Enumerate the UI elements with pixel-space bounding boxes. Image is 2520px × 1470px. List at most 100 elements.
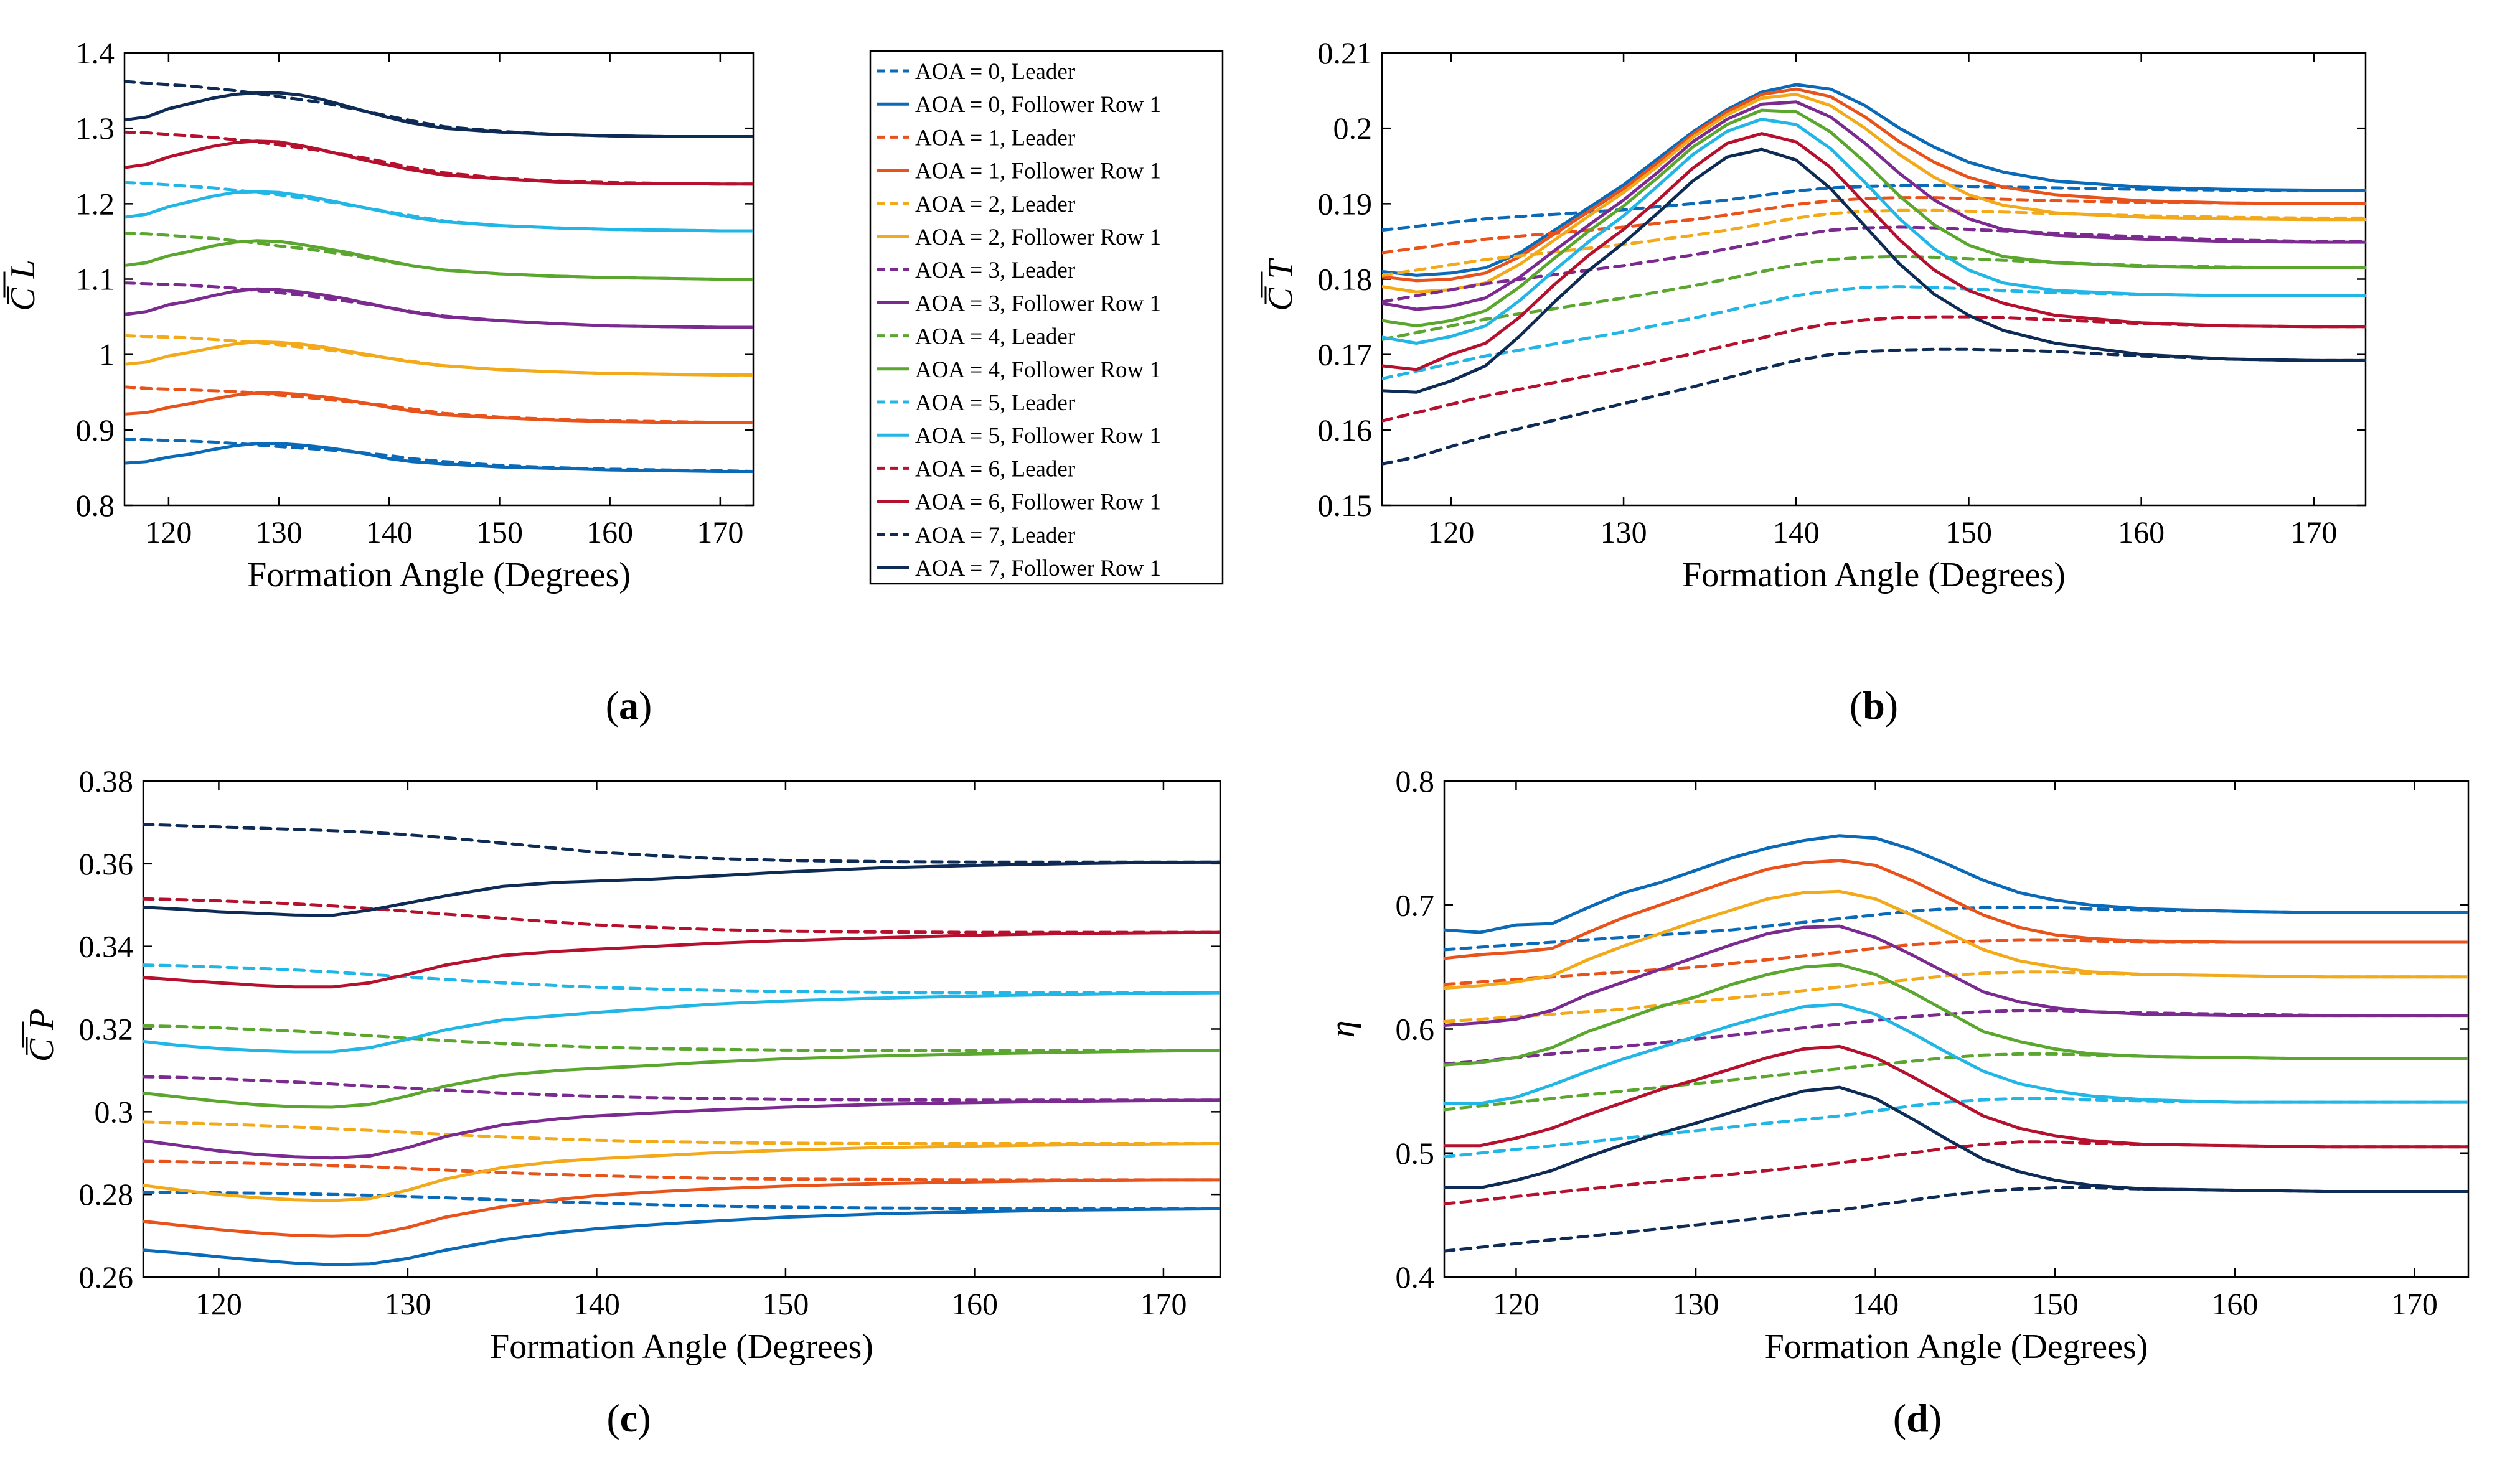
series-line-b-0: [1382, 184, 2366, 232]
x-tick-label: 130: [1673, 1286, 1719, 1321]
x-tick-label: 160: [951, 1286, 998, 1321]
y-axis-label-text: C̅ P: [22, 1009, 61, 1062]
series-group: [1444, 834, 2468, 1253]
x-tick-label: 130: [1601, 515, 1647, 550]
series-line-c-4: [143, 1120, 1220, 1145]
x-axis-label: Formation Angle (Degrees): [1765, 1327, 2148, 1366]
y-tick-label: 0.5: [1396, 1136, 1435, 1171]
series-line-d-11: [1444, 1003, 2468, 1105]
x-tick-label: 140: [1852, 1286, 1899, 1321]
series-group: [1382, 83, 2366, 466]
series-line-b-12: [1382, 315, 2366, 423]
x-tick-label: 120: [1427, 515, 1474, 550]
legend: AOA = 0, Leader AOA = 0, Follower Row 1 AO…: [869, 50, 1224, 585]
legend-item-label: AOA = 6, Follower Row 1: [915, 490, 1161, 515]
series-line-c-1: [143, 1207, 1220, 1266]
x-tick-label: 130: [256, 515, 303, 550]
series-line-d-1: [1444, 834, 2468, 934]
series-line-c-12: [143, 897, 1220, 934]
panel-a: 120 130 140 150 160 170 0.8 0.9 1 1.1 1.2 1.3 1.4 For…: [3, 35, 755, 728]
legend-item-label: AOA = 2, Leader: [915, 192, 1075, 217]
y-tick-label: 0.26: [79, 1260, 134, 1294]
series-line-d-8: [1444, 1052, 2468, 1112]
series-line-d-10: [1444, 1097, 2468, 1159]
x-tick-label: 140: [573, 1286, 620, 1321]
x-tick-label: 120: [145, 515, 192, 550]
series-line-a-3: [125, 391, 753, 424]
y-tick-label: 0.15: [1318, 488, 1373, 523]
x-tick-label: 160: [2118, 515, 2165, 550]
y-tick-label: 1.1: [76, 262, 115, 297]
series-line-a-1: [125, 442, 753, 473]
x-tick-label: 120: [195, 1286, 242, 1321]
legend-box: [869, 50, 1224, 585]
x-tick-label: 150: [2032, 1286, 2079, 1321]
legend-item-label: AOA = 1, Leader: [915, 125, 1075, 151]
panel-b: 120 130 140 150 160 170 0.15 0.16 0.17 0.18 0.19 0.…: [1261, 35, 2367, 728]
y-tick-label: 1.4: [76, 35, 115, 70]
panel-label: (d): [1893, 1396, 1942, 1440]
x-tick-label: 120: [1493, 1286, 1540, 1321]
panel-label: (b): [1850, 683, 1898, 728]
series-line-b-11: [1382, 118, 2366, 345]
series-line-c-2: [143, 1159, 1220, 1182]
series-line-d-15: [1444, 1085, 2468, 1193]
series-line-c-3: [143, 1178, 1220, 1238]
y-axis-label: η: [1323, 1021, 1362, 1038]
y-axis-label-text: C̅ T: [1261, 257, 1300, 311]
series-line-d-13: [1444, 1044, 2468, 1149]
panel-c: 120 130 140 150 160 170 0.26 0.28 0.3 0.32 0.34 0.3…: [22, 764, 1221, 1440]
series-line-c-7: [143, 1098, 1220, 1160]
y-tick-label: 0.19: [1318, 186, 1373, 221]
legend-item-label: AOA = 3, Follower Row 1: [915, 291, 1161, 316]
series-line-b-13: [1382, 132, 2366, 372]
legend-item-label: AOA = 5, Leader: [915, 390, 1075, 416]
x-tick-label: 140: [1773, 515, 1820, 550]
series-line-c-13: [143, 930, 1220, 989]
y-tick-label: 0.9: [76, 413, 115, 447]
series-line-c-11: [143, 991, 1220, 1054]
series-line-d-14: [1444, 1186, 2468, 1253]
legend-item-label: AOA = 7, Follower Row 1: [915, 556, 1161, 581]
series-line-c-10: [143, 963, 1220, 995]
y-tick-label: 1: [99, 337, 115, 372]
panel-label-letter: b: [1863, 683, 1885, 728]
x-axis-label: Formation Angle (Degrees): [247, 556, 631, 594]
series-line-d-3: [1444, 859, 2468, 960]
series-line-c-14: [143, 823, 1220, 864]
legend-item-label: AOA = 0, Follower Row 1: [915, 92, 1161, 118]
y-axis-label-text: η: [1323, 1021, 1362, 1038]
series-line-c-15: [143, 860, 1220, 917]
series-line-b-10: [1382, 285, 2366, 380]
y-tick-label: 0.16: [1318, 413, 1373, 447]
y-tick-label: 1.2: [76, 186, 115, 221]
series-line-a-9: [125, 239, 753, 281]
legend-item-label: AOA = 1, Follower Row 1: [915, 159, 1161, 184]
x-tick-label: 150: [476, 515, 523, 550]
x-tick-label: 140: [366, 515, 413, 550]
series-line-d-2: [1444, 938, 2468, 986]
x-tick-label: 170: [2391, 1286, 2438, 1321]
legend-item-label: AOA = 0, Leader: [915, 59, 1075, 85]
y-tick-label: 0.17: [1318, 337, 1373, 372]
y-axis-label: C̅ P: [22, 1009, 61, 1062]
x-axis-label: Formation Angle (Degrees): [1682, 556, 2066, 594]
series-line-b-5: [1382, 93, 2366, 294]
series-line-d-5: [1444, 889, 2468, 990]
y-tick-label: 0.18: [1318, 262, 1373, 297]
legend-item-label: AOA = 7, Leader: [915, 523, 1075, 548]
panel-d: 120 130 140 150 160 170 0.4 0.5 0.6 0.7 0.8 Formati…: [1323, 764, 2470, 1440]
x-tick-label: 160: [2211, 1286, 2258, 1321]
series-line-a-7: [125, 287, 753, 329]
panels: 120 130 140 150 160 170 0.8 0.9 1 1.1 1.2 1.3 1.4 For…: [3, 35, 2470, 1440]
series-line-b-14: [1382, 347, 2366, 466]
series-line-a-13: [125, 139, 753, 186]
y-tick-label: 0.38: [79, 764, 134, 798]
series-line-b-9: [1382, 108, 2366, 328]
series-line-d-4: [1444, 970, 2468, 1023]
x-tick-label: 150: [762, 1286, 809, 1321]
y-tick-label: 0.32: [79, 1012, 134, 1047]
y-tick-label: 1.3: [76, 111, 115, 146]
panel-label-letter: d: [1906, 1396, 1929, 1440]
